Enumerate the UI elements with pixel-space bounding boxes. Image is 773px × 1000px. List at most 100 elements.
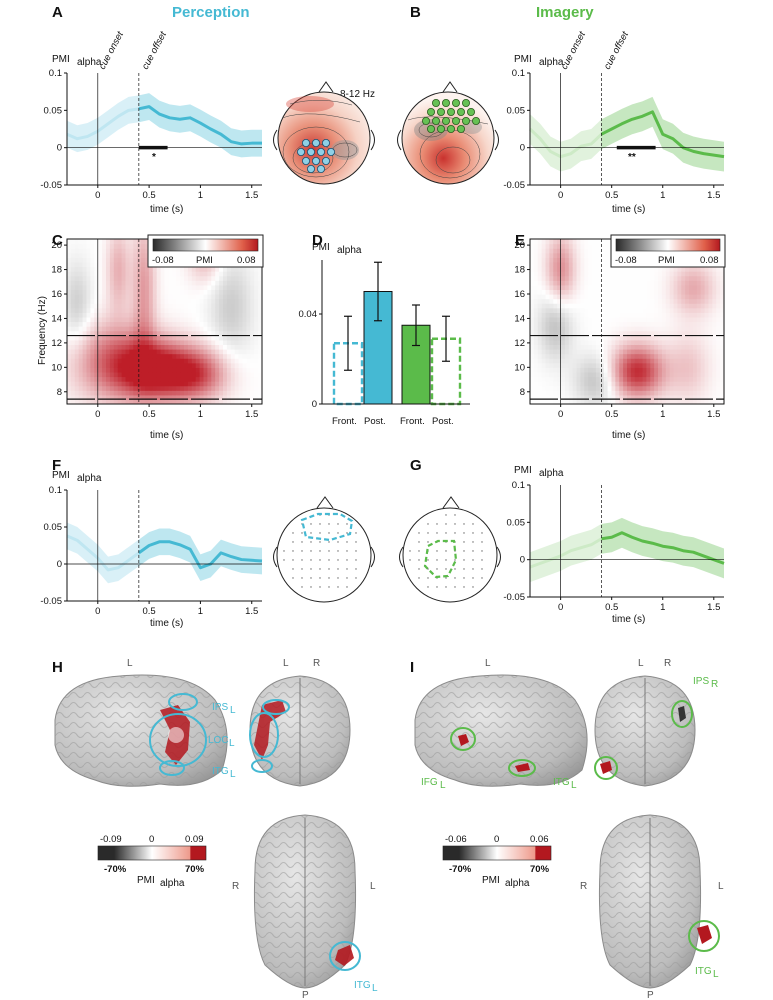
- panel-e-heat-cell: [537, 280, 543, 286]
- panel-e-heat-cell: [568, 335, 574, 341]
- panel-e-heat-cell: [712, 349, 717, 355]
- head-sensor-dot: [310, 532, 312, 534]
- panel-c-heat-cell: [67, 371, 72, 378]
- brain-h-colorbar: -0.09 0 0.09 -70% 70% PMI alpha: [97, 834, 207, 889]
- panel-e-heat-cell: [681, 307, 686, 313]
- panel-c-heat-cell: [219, 316, 224, 323]
- panel-c-heat-cell: [258, 390, 262, 396]
- panel-e-heat-cell: [619, 271, 624, 277]
- panel-e-heat-cell: [530, 275, 535, 281]
- panel-e-heat-cell: [654, 371, 659, 378]
- panel-c-heat-cell: [238, 326, 244, 332]
- panel-c-heat-cell: [137, 330, 142, 336]
- panel-e-heat-cell: [561, 381, 566, 387]
- panel-e-heat-cell: [541, 371, 547, 378]
- panel-e-heat-cell: [650, 298, 655, 304]
- panel-c-heat-cell: [70, 289, 76, 295]
- panel-c-heat-cell: [133, 298, 138, 304]
- panel-c-heat-cell: [191, 280, 197, 286]
- head-sensor-dot: [292, 550, 294, 552]
- panel-e-heat-cell: [545, 326, 550, 332]
- panel-e-heat-cell: [530, 344, 535, 350]
- panel-e-heat-cell: [634, 394, 640, 401]
- panel-c-heat-cell: [250, 399, 255, 404]
- panel-e-heat-cell: [630, 335, 636, 341]
- panel-c-heat-cell: [187, 367, 193, 373]
- panel-e-heat-cell: [665, 399, 671, 404]
- panel-e-heat-cell: [650, 349, 655, 355]
- panel-e-heat-cell: [611, 271, 616, 277]
- panel-e-heat-cell: [673, 321, 679, 327]
- panel-c-heat-cell: [195, 358, 201, 364]
- panel-c-heat-cell: [82, 294, 88, 300]
- panel-e-heat-cell: [603, 294, 609, 300]
- panel-c-heat-cell: [254, 399, 259, 404]
- panel-c-heat-cell: [90, 376, 95, 382]
- panel-c-heat-cell: [164, 381, 169, 387]
- panel-e-heat-cell: [665, 275, 671, 281]
- panel-c-heat-cell: [78, 335, 84, 341]
- panel-c-heat-cell: [246, 321, 251, 327]
- panel-c-heat-cell: [133, 353, 138, 359]
- panel-e-heat-cell: [677, 385, 682, 391]
- panel-c-heat-cell: [172, 280, 177, 286]
- panel-e-heat-cell: [592, 266, 597, 272]
- panel-c-heat-cell: [74, 339, 80, 346]
- panel-c-heat-cell: [148, 280, 154, 286]
- panel-e-heat-cell: [661, 321, 667, 327]
- panel-c-heat-cell: [67, 381, 72, 387]
- panel-c-heat-cell: [109, 257, 115, 263]
- panel-e-heat-cell: [537, 339, 543, 346]
- panel-e-heat-cell: [576, 394, 582, 401]
- brain-h-cbar-label: PMI: [137, 875, 155, 886]
- panel-c-heat-cell: [191, 284, 197, 291]
- panel-c-heat-cell: [250, 353, 255, 359]
- panel-e-heat-cell: [646, 385, 651, 391]
- panel-c-heat-cell: [246, 381, 251, 387]
- panel-c-heat-cell: [121, 280, 127, 286]
- panel-c-heat-cell: [191, 339, 197, 346]
- panel-e-heat-cell: [599, 294, 605, 300]
- panel-e-heat-cell: [561, 321, 566, 327]
- panel-e-heat-cell: [599, 367, 605, 373]
- panel-b-significance-label: **: [628, 152, 636, 163]
- panel-e-heat-cell: [592, 344, 597, 350]
- panel-c-heat-cell: [207, 362, 212, 368]
- panel-e-heat-cell: [549, 353, 554, 359]
- panel-e-heat-cell: [576, 307, 582, 313]
- panel-c-heat-cell: [203, 289, 208, 295]
- panel-c-heat-cell: [254, 381, 259, 387]
- brain-i-view-label-inf-r: R: [580, 881, 587, 892]
- panel-c-heat-cell: [187, 349, 193, 355]
- panel-c-heat-cell: [242, 280, 247, 286]
- head-sensor-dot: [472, 586, 474, 588]
- panel-c-heat-cell: [203, 335, 208, 341]
- panel-e-heat-cell: [541, 294, 547, 300]
- panel-e-heat-cell: [603, 248, 609, 254]
- panel-e-heat-cell: [576, 367, 582, 373]
- panel-e-heat-cell: [646, 280, 651, 286]
- panel-c-heat-cell: [203, 344, 208, 350]
- panel-e-heat-cell: [607, 252, 613, 258]
- panel-e-heat-cell: [557, 330, 562, 336]
- panel-c-heat-cell: [219, 394, 224, 401]
- panel-c-heat-cell: [258, 344, 262, 350]
- panel-e-heat-cell: [595, 307, 601, 313]
- panel-c-heat-cell: [156, 344, 162, 350]
- head-sensor-dot: [436, 523, 438, 525]
- panel-c-heat-cell: [203, 371, 208, 378]
- panel-e-heat-cell: [533, 330, 539, 336]
- panel-e-heat-cell: [681, 381, 686, 387]
- panel-c-heat-cell: [172, 339, 177, 346]
- panel-c-heat-cell: [121, 275, 127, 281]
- panel-e-heat-cell: [638, 367, 644, 373]
- panel-e-heat-cell: [580, 335, 585, 341]
- panel-e-heat-cell: [553, 371, 558, 378]
- panel-c-heat-cell: [94, 243, 99, 249]
- panel-e-heat-cell: [584, 349, 589, 355]
- panel-e-heat-cell: [599, 239, 605, 245]
- panel-c-heat-cell: [160, 266, 166, 272]
- panel-e-heat-cell: [619, 330, 624, 336]
- panel-e-heat-cell: [685, 321, 690, 327]
- panel-c-heat-cell: [184, 294, 189, 300]
